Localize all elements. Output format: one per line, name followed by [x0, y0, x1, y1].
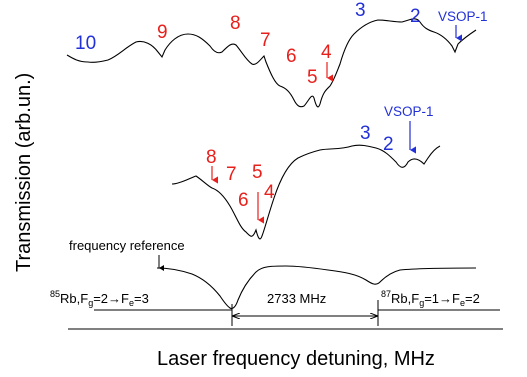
reference-bracket	[68, 300, 503, 330]
upper-label-6: 6	[286, 46, 297, 67]
upper-label-3: 3	[355, 0, 366, 21]
upper-label-5: 5	[307, 67, 318, 88]
reference-trace	[156, 265, 477, 310]
upper-label-9: 9	[157, 22, 168, 43]
rb87-label: 87Rb,Fg=1→Fe=2	[381, 289, 480, 308]
middle-trace	[171, 144, 441, 240]
upper-label-vsop: VSOP-1	[438, 9, 488, 24]
upper-trace	[66, 18, 477, 108]
upper-label-10: 10	[75, 33, 96, 54]
middle-label-6: 6	[238, 190, 249, 211]
middle-label-8: 8	[206, 147, 217, 168]
y-axis-label: Transmission (arb.un.)	[13, 73, 35, 272]
x-axis-label: Laser frequency detuning, MHz	[157, 348, 435, 370]
middle-label-4: 4	[264, 182, 275, 203]
rb85-label: 85Rb,Fg=2→Fe=3	[50, 289, 149, 308]
upper-label-4: 4	[321, 42, 332, 63]
middle-label-2: 2	[383, 134, 394, 155]
upper-label-7: 7	[260, 30, 271, 51]
upper-label-8: 8	[230, 13, 241, 34]
frequency-reference-label: frequency reference	[69, 238, 185, 253]
middle-label-vsop: VSOP-1	[384, 104, 434, 119]
middle-label-5: 5	[252, 162, 263, 183]
span-label: 2733 MHz	[267, 291, 326, 306]
upper-label-2: 2	[410, 6, 421, 27]
middle-label-7: 7	[226, 164, 237, 185]
middle-label-3: 3	[360, 123, 371, 144]
